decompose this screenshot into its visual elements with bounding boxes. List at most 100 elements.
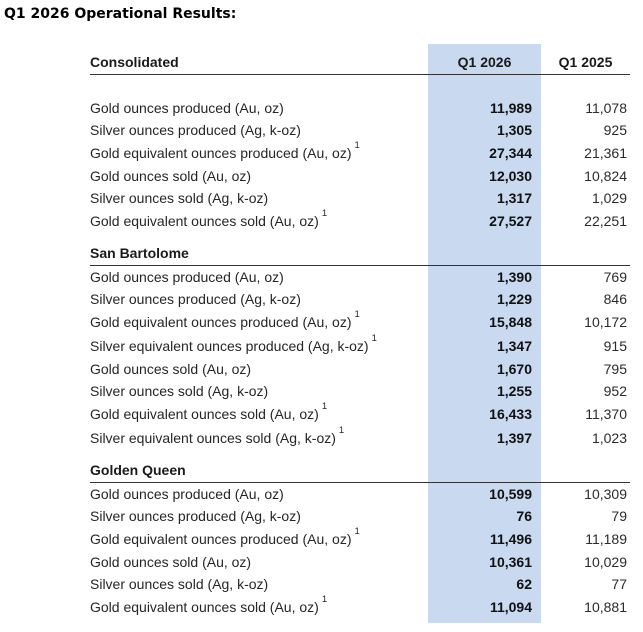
- value-q1-2025: 21,361: [584, 145, 627, 161]
- value-q1-2025: 846: [603, 291, 627, 307]
- row-label: Silver ounces sold (Ag, k-oz): [90, 383, 428, 399]
- table-row: Gold ounces produced (Au, oz) 1,390 769: [90, 266, 630, 288]
- table-row: Silver equivalent ounces sold (Ag, k-oz)…: [90, 426, 630, 450]
- row-label: Silver ounces produced (Ag, k-oz): [90, 291, 428, 307]
- value-q1-2025: 915: [603, 338, 627, 354]
- row-label: Gold ounces produced (Au, oz): [90, 269, 428, 285]
- footnote-marker: 1: [371, 333, 377, 345]
- row-label: Silver ounces produced (Ag, k-oz): [90, 122, 428, 138]
- table-row: Gold ounces sold (Au, oz) 1,670 795: [90, 358, 630, 380]
- value-q1-2026: 11,496: [489, 531, 532, 547]
- row-label: Gold ounces sold (Au, oz): [90, 168, 428, 184]
- value-q1-2026: 10,361: [489, 554, 532, 570]
- row-label: Silver ounces produced (Ag, k-oz): [90, 508, 428, 524]
- value-q1-2025: 10,029: [584, 554, 627, 570]
- footnote-marker: 1: [354, 140, 360, 152]
- value-q1-2026: 27,344: [489, 145, 532, 161]
- row-label: Gold equivalent ounces produced (Au, oz)…: [90, 141, 428, 161]
- row-label-text: Gold ounces sold (Au, oz): [90, 168, 252, 184]
- footnote-marker: 1: [338, 425, 345, 437]
- section-name: Consolidated: [90, 54, 179, 70]
- section-name: Golden Queen: [90, 462, 186, 478]
- footnote-marker: 1: [354, 309, 360, 321]
- row-label-text: Silver ounces produced (Ag, k-oz): [90, 122, 301, 138]
- value-q1-2026: 11,094: [489, 599, 532, 615]
- value-q1-2026: 15,848: [489, 314, 532, 330]
- value-q1-2026: 11,989: [489, 100, 532, 116]
- table-header-row: Consolidated Q1 2026 Q1 2025: [90, 44, 630, 75]
- table-row: Gold ounces sold (Au, oz) 10,361 10,029: [90, 551, 630, 573]
- value-q1-2025: 769: [603, 269, 627, 285]
- value-q1-2025: 795: [603, 361, 627, 377]
- value-q1-2026: 16,433: [489, 406, 532, 422]
- table-row: Silver ounces produced (Ag, k-oz) 1,305 92…: [90, 119, 630, 141]
- section-name: San Bartolome: [90, 245, 189, 261]
- value-q1-2025: 79: [611, 508, 627, 524]
- value-q1-2025: 10,881: [584, 599, 627, 615]
- footnote-marker: 1: [321, 208, 328, 220]
- value-q1-2025: 10,172: [584, 314, 627, 330]
- value-q1-2026: 62: [516, 576, 532, 592]
- value-q1-2025: 77: [611, 576, 627, 592]
- row-label: Gold equivalent ounces produced (Au, oz)…: [90, 310, 428, 330]
- value-q1-2025: 1,029: [591, 190, 627, 206]
- table-row: Silver ounces sold (Ag, k-oz) 1,317 1,029: [90, 187, 630, 209]
- row-label: Silver equivalent ounces sold (Ag, k-oz)…: [90, 426, 428, 446]
- row-label-text: Gold equivalent ounces produced (Au, oz): [90, 314, 352, 330]
- value-q1-2025: 11,078: [585, 100, 627, 116]
- row-label-text: Silver ounces sold (Ag, k-oz): [90, 190, 269, 206]
- row-label-text: Gold ounces produced (Au, oz): [90, 100, 284, 116]
- table-row: Gold equivalent ounces sold (Au, oz) 1 27,…: [90, 209, 630, 233]
- row-label: Silver equivalent ounces produced (Ag, k…: [90, 334, 428, 354]
- row-label-text: Gold equivalent ounces produced (Au, oz): [90, 531, 352, 547]
- value-q1-2026: 76: [516, 508, 532, 524]
- footnote-marker: 1: [354, 526, 360, 538]
- value-q1-2026: 1,397: [496, 430, 532, 446]
- table-row: Silver ounces produced (Ag, k-oz) 1,229 84…: [90, 288, 630, 310]
- row-label-text: Gold ounces sold (Au, oz): [90, 361, 252, 377]
- value-q1-2026: 1,255: [496, 383, 532, 399]
- row-label-text: Silver ounces produced (Ag, k-oz): [90, 291, 301, 307]
- value-q1-2025: 952: [603, 383, 627, 399]
- row-label: Gold equivalent ounces sold (Au, oz) 1: [90, 402, 428, 422]
- table-row: Silver equivalent ounces produced (Ag, k…: [90, 334, 630, 358]
- row-label: Gold equivalent ounces sold (Au, oz) 1: [90, 595, 428, 615]
- value-q1-2025: 22,251: [584, 213, 627, 229]
- footnote-marker: 1: [321, 401, 328, 413]
- section-header-row: Golden Queen: [90, 458, 630, 483]
- row-label: Gold ounces sold (Au, oz): [90, 361, 428, 377]
- row-label: Silver ounces sold (Ag, k-oz): [90, 576, 428, 592]
- table-row: Silver ounces produced (Ag, k-oz) 76 79: [90, 505, 630, 527]
- row-label-text: Gold ounces sold (Au, oz): [90, 554, 252, 570]
- value-q1-2026: 1,670: [496, 361, 532, 377]
- row-label-text: Gold ounces produced (Au, oz): [90, 269, 284, 285]
- value-q1-2026: 27,527: [489, 213, 532, 229]
- table-row: Gold equivalent ounces sold (Au, oz) 1 11,…: [90, 595, 630, 619]
- table-row: Gold equivalent ounces sold (Au, oz) 1 16,…: [90, 402, 630, 426]
- table-row: Silver ounces sold (Ag, k-oz) 1,255 952: [90, 380, 630, 402]
- row-label-text: Silver ounces sold (Ag, k-oz): [90, 576, 269, 592]
- row-label: Gold ounces produced (Au, oz): [90, 100, 428, 116]
- row-label-text: Silver ounces sold (Ag, k-oz): [90, 383, 269, 399]
- value-q1-2025: 10,824: [584, 168, 627, 184]
- row-label: Gold ounces sold (Au, oz): [90, 554, 428, 570]
- value-q1-2026: 1,305: [496, 122, 532, 138]
- row-label-text: Silver equivalent ounces produced (Ag, k…: [90, 338, 369, 354]
- row-label-text: Gold equivalent ounces sold (Au, oz): [90, 213, 319, 229]
- value-q1-2026: 1,390: [496, 269, 532, 285]
- row-label-text: Silver ounces produced (Ag, k-oz): [90, 508, 301, 524]
- row-label-text: Gold equivalent ounces sold (Au, oz): [90, 406, 319, 422]
- column-header-q1-2025: Q1 2025: [558, 54, 613, 70]
- value-q1-2026: 1,229: [496, 291, 532, 307]
- table-row: Gold ounces produced (Au, oz) 11,989 11,07…: [90, 97, 630, 119]
- value-q1-2026: 1,317: [496, 190, 532, 206]
- section-header-row: San Bartolome: [90, 241, 630, 266]
- page-title: Q1 2026 Operational Results:: [4, 6, 237, 22]
- row-label: Gold equivalent ounces produced (Au, oz)…: [90, 527, 428, 547]
- table-row: Gold equivalent ounces produced (Au, oz)…: [90, 141, 630, 165]
- table-row: Gold ounces sold (Au, oz) 12,030 10,824: [90, 165, 630, 187]
- table-row: Gold equivalent ounces produced (Au, oz)…: [90, 527, 630, 551]
- column-header-q1-2026: Q1 2026: [457, 54, 512, 70]
- value-q1-2025: 11,370: [585, 406, 627, 422]
